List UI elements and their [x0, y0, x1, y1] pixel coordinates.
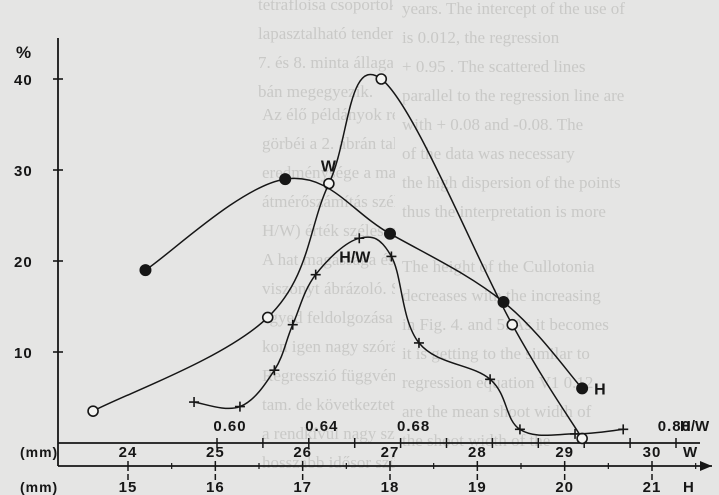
x-tick-label-hw: 0.64	[305, 418, 338, 435]
point-h	[279, 173, 292, 186]
x-tick-label-h: 15	[119, 479, 138, 495]
x-tick-label-w: 27	[381, 444, 400, 461]
y-tick-label: 10	[14, 345, 33, 362]
point-hw	[485, 374, 496, 385]
x-tick-label-w: 25	[206, 444, 225, 461]
x-tick-label-h: 17	[293, 479, 312, 495]
x-tick-label-h: 20	[555, 479, 574, 495]
x-axis-label-hw: H/W	[680, 418, 710, 435]
point-hw	[570, 428, 581, 439]
background-text-right-bottom: The height of the Cullotonia decreases w…	[402, 257, 609, 450]
series-label-w: W	[321, 159, 337, 176]
x-tick-label-w: 24	[119, 444, 138, 461]
point-w	[576, 432, 588, 445]
x-tick-label-hw: 0.60	[213, 418, 246, 435]
point-h	[497, 295, 510, 308]
x-axis-label-w: W	[683, 444, 698, 461]
background-text-right-top: years. The intercept of the use of is 0.…	[402, 0, 625, 221]
x-tick-label-h: 19	[468, 479, 487, 495]
point-h	[576, 382, 589, 395]
x-tick-label-h: 16	[206, 479, 225, 495]
point-hw	[287, 319, 298, 330]
background-text-left-middle: Az élő példányok relatív görbéi a 2. ábr…	[262, 105, 395, 472]
x-tick-label-hw: 0.80	[658, 418, 691, 435]
x-tick-label-w: 28	[468, 444, 487, 461]
series-line-hw	[193, 236, 624, 437]
point-w	[87, 405, 99, 417]
series-label-hw: H/W	[339, 249, 371, 266]
point-hw	[234, 401, 245, 412]
point-h	[139, 264, 152, 277]
y-tick-label: 20	[14, 254, 33, 271]
x-axis-w-arrow	[700, 461, 712, 471]
point-w	[375, 73, 388, 85]
series-label-h: H	[594, 381, 606, 398]
y-tick-label: 40	[14, 72, 33, 89]
x-tick-label-h: 21	[643, 479, 662, 495]
y-tick-label: 30	[14, 163, 33, 180]
point-w	[506, 318, 519, 331]
x-tick-label-w: 29	[555, 444, 574, 461]
x-tick-label-w: 30	[643, 444, 662, 461]
background-text-left-top: tetrafloisa csoportok legelo lapasztalha…	[258, 0, 393, 101]
x-tick-label-h: 18	[381, 479, 400, 495]
point-hw	[269, 365, 280, 376]
point-h	[384, 227, 396, 240]
x-unit-label-h: (mm)	[20, 479, 58, 495]
series-line-h	[145, 177, 583, 389]
x-unit-label-w: (mm)	[20, 444, 58, 460]
point-hw	[354, 233, 365, 244]
series-line-w	[92, 73, 583, 439]
x-tick-label-w: 26	[293, 444, 312, 461]
point-hw	[413, 337, 424, 348]
point-hw	[618, 424, 629, 435]
point-hw	[189, 397, 200, 408]
x-axis-label-h: H	[683, 479, 694, 495]
point-hw	[514, 424, 525, 435]
point-hw	[386, 251, 397, 262]
x-tick-label-hw: 0.68	[397, 418, 430, 435]
y-axis-label: %	[16, 43, 31, 62]
point-w	[261, 311, 274, 324]
point-hw	[310, 269, 321, 280]
